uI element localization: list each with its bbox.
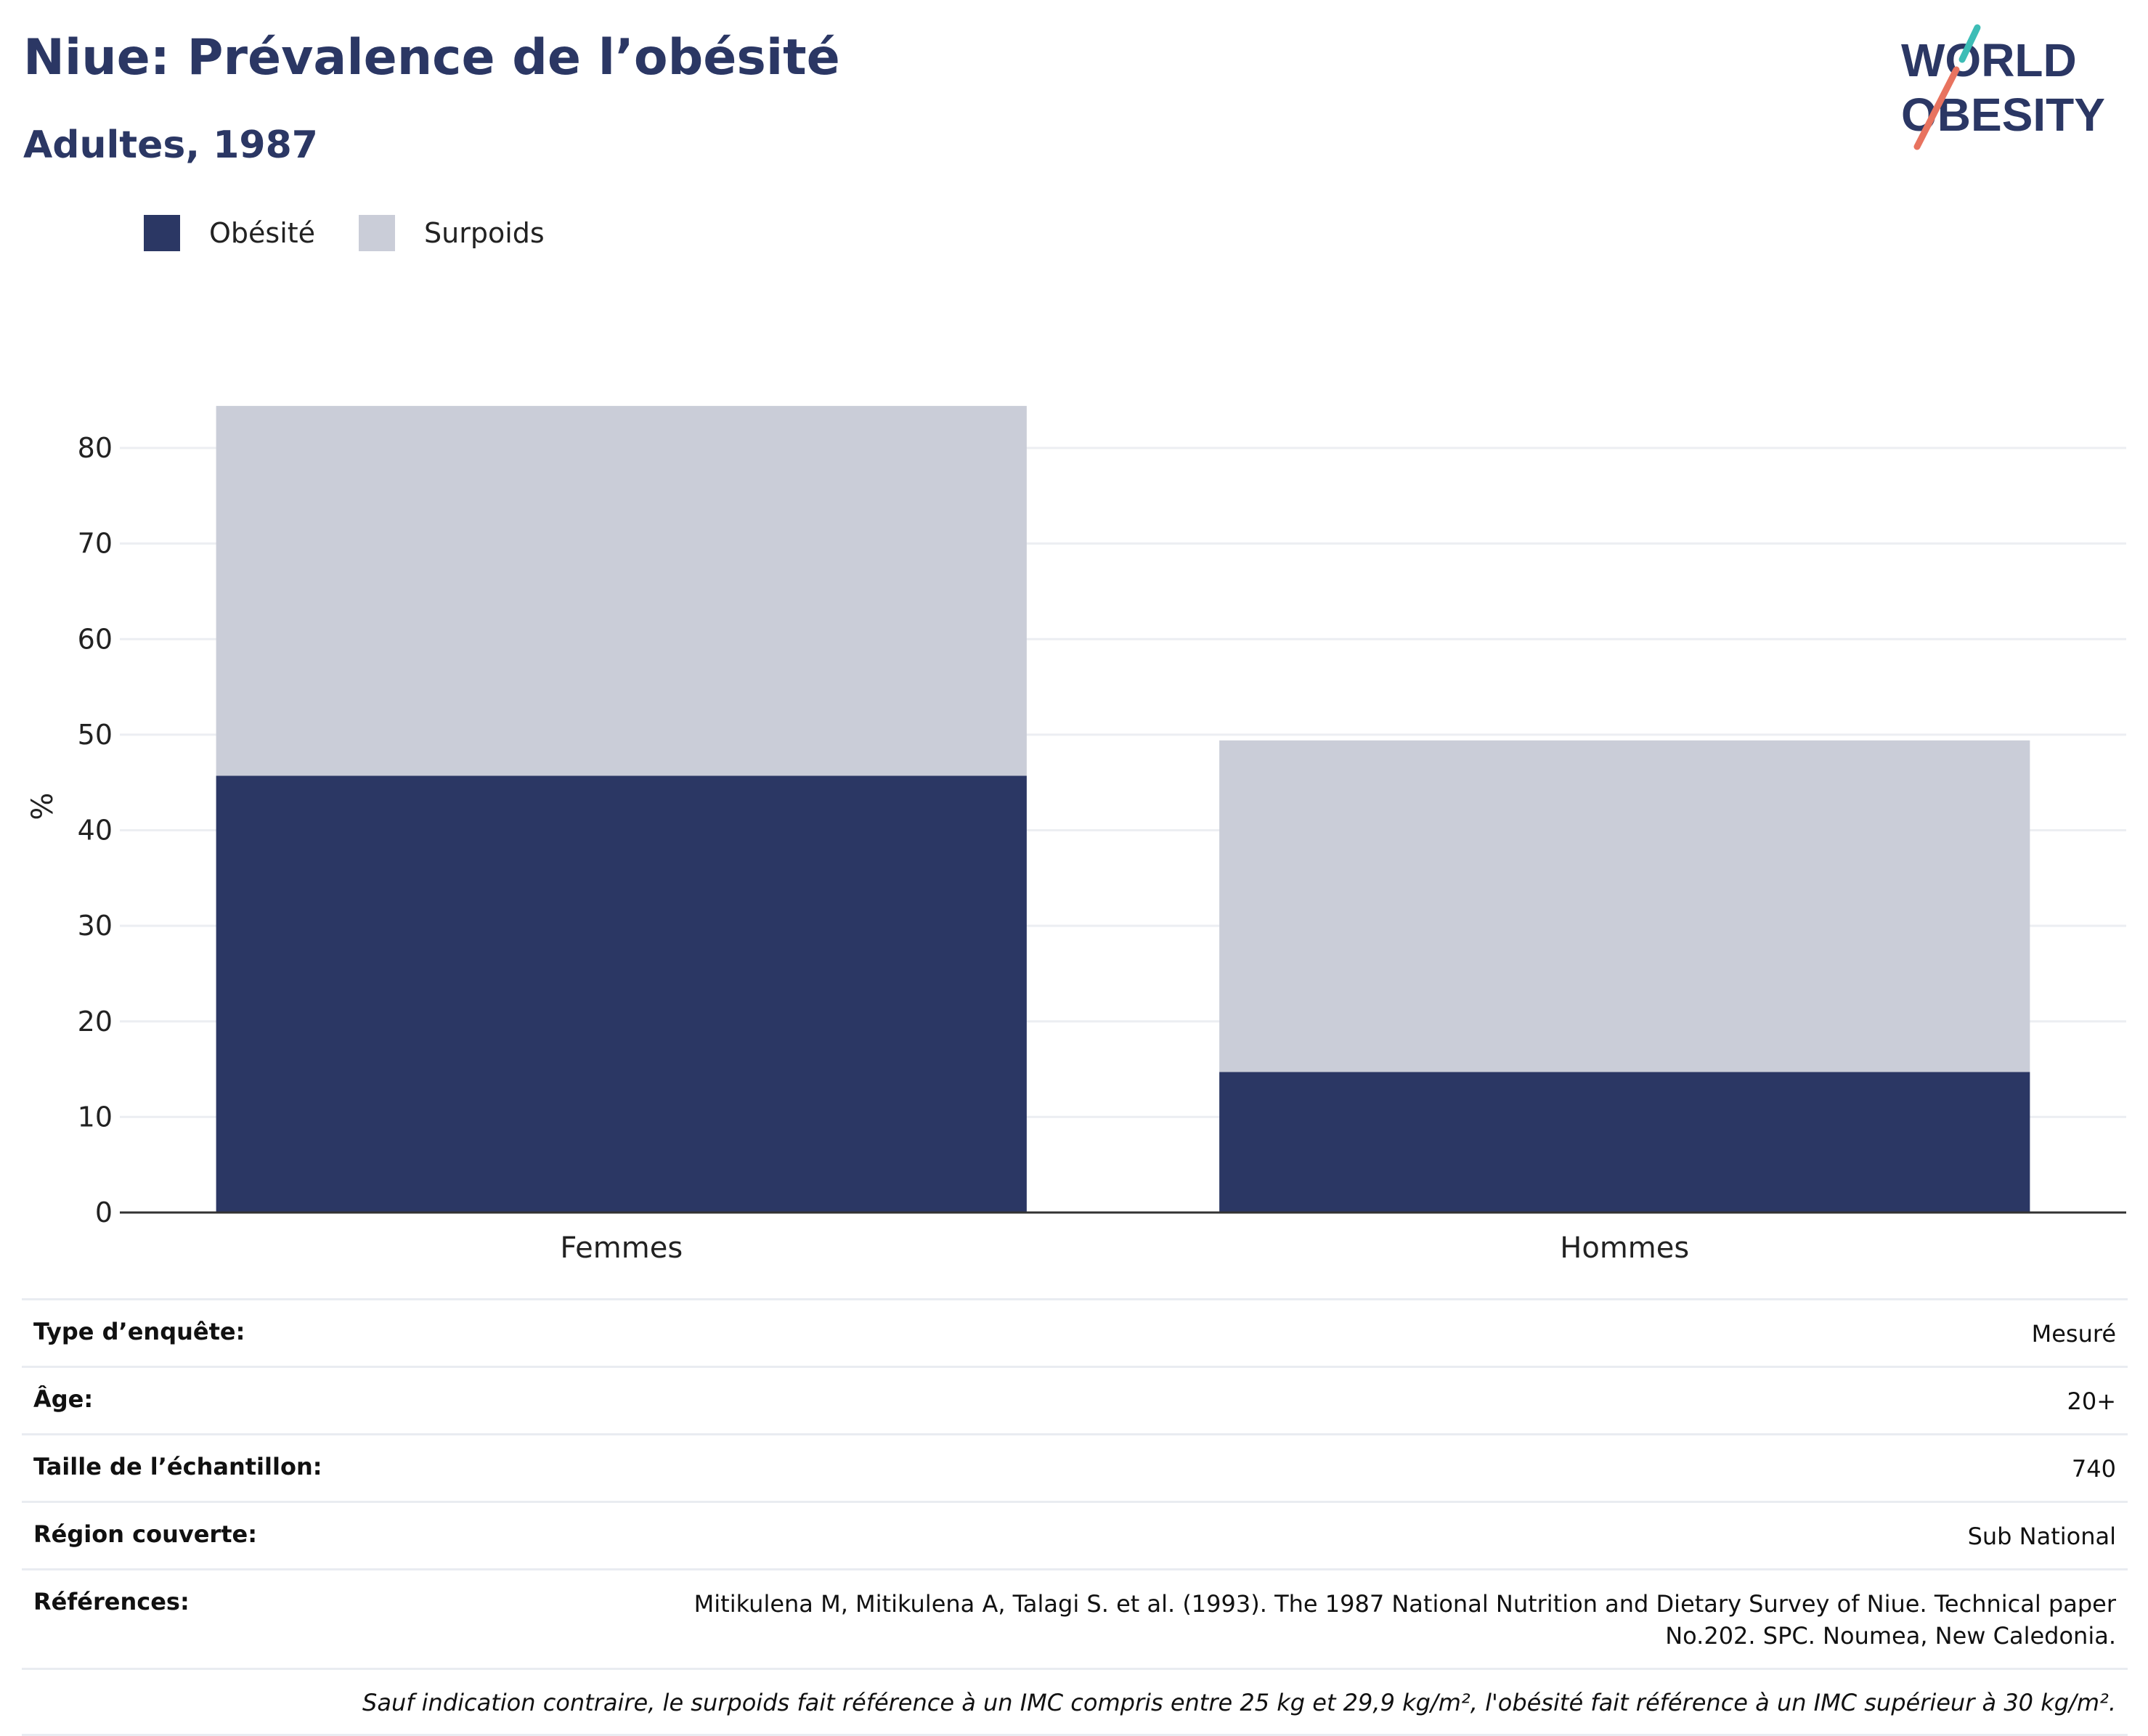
info-row-age: Âge: 20+ [22, 1366, 2128, 1433]
info-value: Mesuré [2031, 1320, 2116, 1348]
bar-overweight-hommes [1219, 740, 2030, 1072]
bar-chart: 0 10 20 30 40 50 60 70 80% Femmes Hommes [26, 406, 2126, 1265]
bar-obesity-femmes [216, 775, 1027, 1213]
legend-item-obesity: Obésité [144, 215, 315, 251]
world-obesity-logo: WORLD OBESITY [1901, 24, 2105, 150]
logo-coral-stroke [1913, 66, 1960, 150]
legend-label-overweight: Surpoids [424, 217, 545, 249]
info-value: 740 [2071, 1455, 2116, 1483]
info-value: Mitikulena M, Mitikulena A, Talagi S. et… [693, 1590, 2116, 1650]
info-key: Âge: [33, 1385, 94, 1413]
info-row-survey-type: Type d’enquête: Mesuré [22, 1298, 2128, 1366]
info-row-region: Région couverte: Sub National [22, 1501, 2128, 1568]
bar-obesity-hommes [1219, 1072, 2030, 1213]
logo-teal-stroke [1958, 24, 1981, 63]
y-axis-label: % [26, 793, 60, 820]
info-key: Type d’enquête: [33, 1318, 245, 1345]
bar-overweight-femmes [216, 406, 1027, 776]
info-key: Région couverte: [33, 1520, 257, 1548]
y-tick-label: 10 [78, 1101, 113, 1133]
info-row-references: Références: Mitikulena M, Mitikulena A, … [22, 1568, 2128, 1668]
y-tick-label: 40 [78, 815, 113, 847]
y-tick-label: 50 [78, 719, 113, 751]
legend-swatch-overweight [359, 215, 396, 251]
y-tick-label: 20 [78, 1006, 113, 1038]
logo-line1: WORLD [1901, 34, 2077, 86]
survey-info-table: Type d’enquête: Mesuré Âge: 20+ Taille d… [22, 1298, 2128, 1736]
y-tick-label: 0 [95, 1197, 113, 1228]
chart-subtitle: Adultes, 1987 [23, 123, 318, 167]
legend-label-obesity: Obésité [209, 217, 316, 249]
legend-swatch-obesity [144, 215, 180, 251]
info-key: Taille de l’échantillon: [33, 1453, 322, 1480]
legend-item-overweight: Surpoids [359, 215, 545, 251]
definition-note: Sauf indication contraire, le surpoids f… [22, 1668, 2128, 1736]
x-tick-label: Hommes [1560, 1231, 1689, 1265]
info-row-sample-size: Taille de l’échantillon: 740 [22, 1433, 2128, 1501]
info-key: Références: [33, 1588, 190, 1615]
chart-title: Niue: Prévalence de l’obésité [23, 29, 840, 86]
y-tick-label: 70 [78, 528, 113, 560]
y-tick-label: 60 [78, 623, 113, 655]
y-tick-label: 30 [78, 910, 113, 942]
chart-legend: Obésité Surpoids [144, 215, 588, 251]
info-value: 20+ [2067, 1387, 2116, 1415]
info-value: Sub National [1967, 1523, 2116, 1550]
x-tick-label: Femmes [560, 1231, 683, 1265]
y-tick-label: 80 [78, 432, 113, 464]
